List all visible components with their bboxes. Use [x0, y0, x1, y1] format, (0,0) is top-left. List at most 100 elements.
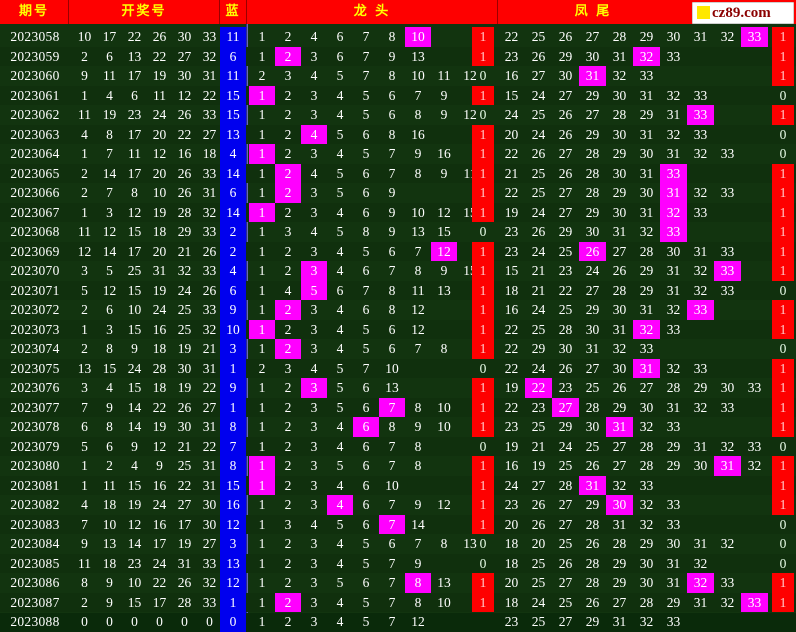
cell-head: 9 — [440, 165, 448, 181]
cell-head: 1 — [258, 107, 266, 122]
cell-head: 6 — [362, 204, 370, 220]
cell-red-ball: 7 — [81, 516, 88, 532]
table-row[interactable]: 2023060 9 11 17 19 30 31 11 2 3 4 5 7 8 10 11 12 0 16 27 30 3… — [0, 66, 796, 86]
cell-head: 7 — [362, 68, 370, 83]
table-row[interactable]: 2023074 2 8 9 18 19 21 3 1 2 3 4 5 6 7 8 1 22 29 30 31 32 33 0 — [0, 339, 796, 359]
cell-red-ball: 33 — [202, 555, 217, 571]
table-row[interactable]: 2023063 4 8 17 20 22 27 13 1 2 4 5 6 8 16 1 20 24 26 29 30 31… — [0, 124, 796, 144]
table-row[interactable]: 2023072 2 6 10 24 25 33 9 1 2 3 4 6 8 12 1 16 24 25 29 30 31 3… — [0, 300, 796, 320]
table-row[interactable]: 2023083 7 10 12 16 17 30 12 1 3 4 5 6 7 14 1 20 26 27 28 31 3… — [0, 514, 796, 534]
cell-red-ball: 23 — [127, 107, 142, 122]
cell-red-ball: 17 — [127, 165, 142, 181]
cell-head: 6 — [362, 165, 370, 181]
table-row[interactable]: 2023066 2 7 8 10 26 31 6 1 2 3 5 6 9 1 22 25 27 28 29 30 31 32… — [0, 183, 796, 203]
cell-tail-flag: 0 — [779, 282, 787, 298]
cell-head: 8 — [414, 399, 422, 415]
cell-head-flag: 1 — [472, 475, 494, 495]
cell-period: 2023062 — [10, 107, 60, 122]
cell-red-ball: 17 — [152, 594, 167, 610]
table-row[interactable]: 2023077 7 9 14 22 26 27 1 1 2 3 5 6 7 8 10 1 22 23 27 28 29 30… — [0, 397, 796, 417]
cell-head: 10 — [385, 477, 399, 493]
table-row[interactable]: 2023081 1 11 15 16 22 31 15 1 2 3 4 6 10 1 24 27 28 31 32 33… — [0, 475, 796, 495]
cell-red-ball: 8 — [81, 575, 88, 590]
cell-red-ball: 32 — [202, 575, 217, 590]
cell-tail: 28 — [585, 399, 600, 415]
table-row[interactable]: 2023078 6 8 14 19 30 31 8 1 2 3 4 6 8 9 10 1 23 25 29 30 31 32… — [0, 417, 796, 437]
cell-tail: 33 — [666, 614, 681, 629]
cell-head: 4 — [336, 614, 344, 629]
cell-head-flag: 0 — [479, 438, 487, 454]
table-row[interactable]: 2023080 1 2 4 9 25 31 8 1 2 3 5 6 7 8 1 16 19 25 26 27 28 29 30… — [0, 456, 796, 476]
table-row[interactable]: 2023079 5 6 9 12 21 22 7 1 2 3 4 6 7 8 0 19 21 24 25 27 28 29 3… — [0, 436, 796, 456]
cell-tail: 32 — [720, 438, 735, 454]
cell-red-ball: 12 — [77, 243, 92, 259]
cell-head: 4 — [310, 29, 318, 44]
table-row[interactable]: 2023076 3 4 15 18 19 22 9 1 2 3 5 6 13 1 19 22 23 25 26 27 28… — [0, 378, 796, 398]
cell-head: 1 — [258, 302, 266, 317]
cell-head: 2 — [284, 321, 292, 337]
cell-head: 3 — [310, 87, 318, 103]
cell-head: 6 — [362, 516, 370, 532]
cell-tail: 27 — [558, 204, 573, 220]
site-logo[interactable]: cz89.com — [692, 2, 794, 24]
table-row[interactable]: 2023086 8 9 10 22 26 32 12 1 2 3 5 6 7 8 13 1 20 25 27 28 29 3… — [0, 573, 796, 593]
cell-tail: 16 — [504, 458, 519, 473]
table-row[interactable]: 2023082 4 18 19 24 27 30 16 1 2 3 4 6 7 9 12 1 23 26 27 29 30… — [0, 495, 796, 515]
cell-head: 7 — [414, 341, 422, 356]
table-row[interactable]: 2023061 1 4 6 11 12 22 15 1 2 3 4 5 6 7 9 1 15 24 27 29 30 31 3… — [0, 85, 796, 105]
table-row[interactable]: 2023068 11 12 15 18 29 33 2 1 3 4 5 8 9 13 15 0 23 26 29 30 3… — [0, 222, 796, 242]
cell-tail: 30 — [585, 321, 600, 337]
cell-tail-flag: 0 — [779, 516, 787, 532]
cell-tail: 30 — [585, 224, 600, 239]
cell-tail: 22 — [504, 29, 519, 44]
cell-red-ball: 12 — [127, 204, 142, 220]
table-row[interactable]: 2023084 9 13 14 17 19 27 3 1 2 3 4 5 6 7 8 13 0 18 20 25 26 28… — [0, 534, 796, 554]
cell-tail: 24 — [504, 107, 519, 122]
cell-period: 2023085 — [10, 555, 60, 571]
cell-red-ball: 3 — [106, 204, 113, 220]
cell-period: 2023087 — [10, 594, 60, 610]
cell-blue-ball: 11 — [220, 66, 246, 86]
cell-head: 5 — [336, 185, 344, 200]
cell-tail: 25 — [585, 438, 600, 454]
cell-tail: 32 — [666, 302, 681, 317]
table-row[interactable]: 2023070 3 5 25 31 32 33 4 1 2 3 4 6 7 8 9 15 1 15 21 23 24 26 2… — [0, 261, 796, 281]
cell-red-ball: 4 — [106, 380, 113, 395]
cell-tail: 20 — [504, 516, 519, 532]
table-row[interactable]: 2023069 12 14 17 20 21 26 2 1 2 3 4 5 6 7 12 1 23 24 25 26 27… — [0, 241, 796, 261]
cell-head-hit: 7 — [379, 397, 405, 417]
cell-tail: 29 — [693, 380, 708, 395]
cell-red-ball: 6 — [131, 87, 138, 103]
cell-blue-ball: 4 — [220, 144, 246, 164]
cell-tail: 30 — [720, 380, 735, 395]
table-row[interactable]: 2023058 10 17 22 26 30 33 11 1 2 4 6 7 8 10 1 22 25 26 27 28… — [0, 27, 796, 47]
table-row[interactable]: 2023062 11 19 23 24 26 33 15 1 2 3 4 5 6 8 9 12 0 24 25 26 27… — [0, 105, 796, 125]
cell-tail-hit: 31 — [660, 183, 687, 203]
cell-head-flag: 1 — [472, 573, 494, 593]
table-row[interactable]: 2023067 1 3 12 19 28 32 14 1 2 3 4 6 9 10 12 15 1 19 24 27 29… — [0, 202, 796, 222]
table-row[interactable]: 2023071 5 12 15 19 24 26 6 1 4 5 6 7 8 11 13 1 18 21 22 27 28… — [0, 280, 796, 300]
table-row[interactable]: 2023088 0 0 0 0 0 0 0 1 2 3 4 5 7 12 23 25 27 29 31 32 33 — [0, 612, 796, 632]
cell-head: 2 — [284, 107, 292, 122]
table-row[interactable]: 2023085 11 18 23 24 31 33 13 1 2 3 4 5 7 9 0 18 25 26 28 29 3… — [0, 553, 796, 573]
table-row[interactable]: 2023064 1 7 11 12 16 18 4 1 2 3 4 5 7 9 16 1 22 26 27 28 29 30… — [0, 144, 796, 164]
cell-red-ball: 11 — [78, 555, 91, 571]
table-row[interactable]: 2023075 13 15 24 28 30 31 1 2 3 4 5 7 10 0 22 24 26 27 30 31… — [0, 358, 796, 378]
cell-red-ball: 30 — [177, 419, 192, 434]
cell-red-ball: 13 — [102, 536, 117, 551]
cell-tail: 33 — [666, 48, 681, 64]
cell-head: 12 — [411, 302, 425, 317]
cell-head: 3 — [310, 536, 318, 551]
table-row[interactable]: 2023073 1 3 15 16 25 32 10 1 2 3 4 5 6 12 1 22 25 28 30 31 32… — [0, 319, 796, 339]
table-row[interactable]: 2023087 2 9 15 17 28 33 1 1 2 3 4 5 7 8 10 1 18 24 25 26 27 28… — [0, 592, 796, 612]
cell-period: 2023088 — [10, 614, 60, 629]
table-row[interactable]: 2023059 2 6 13 22 27 32 6 1 2 3 6 7 9 13 1 23 26 29 30 31 32 3… — [0, 46, 796, 66]
cell-head: 1 — [258, 399, 266, 415]
cell-red-ball: 24 — [127, 360, 142, 376]
cell-period: 2023065 — [10, 165, 60, 181]
cell-tail: 24 — [531, 243, 546, 259]
cell-tail: 26 — [558, 126, 573, 142]
cell-red-ball: 33 — [202, 263, 217, 278]
cell-red-ball: 22 — [177, 477, 192, 493]
table-row[interactable]: 2023065 2 14 17 20 26 33 14 1 2 4 5 6 7 8 9 11 1 21 25 26 28 3… — [0, 163, 796, 183]
